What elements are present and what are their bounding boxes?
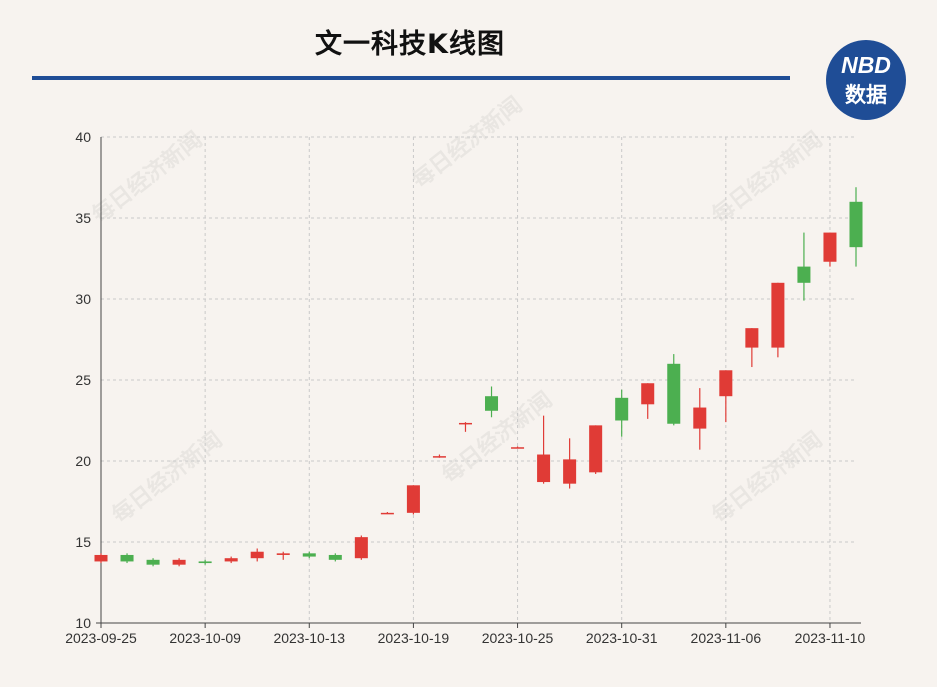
nbd-logo: NBD 数据 <box>826 40 906 120</box>
candle-body <box>641 383 655 405</box>
x-tick-label: 2023-10-19 <box>378 630 450 646</box>
candle-body <box>94 554 108 562</box>
logo-text-data: 数据 <box>845 83 887 107</box>
x-tick-label: 2023-11-06 <box>691 630 762 646</box>
candle-body <box>693 407 707 429</box>
candle-body <box>458 422 472 425</box>
candle-body <box>563 459 577 484</box>
x-tick-label: 2023-10-31 <box>586 630 658 646</box>
x-tick-label: 2023-10-25 <box>482 630 554 646</box>
candle-body <box>380 512 394 515</box>
candle-body <box>224 558 238 562</box>
y-tick-label: 10 <box>75 615 91 631</box>
candle-body <box>198 561 212 564</box>
x-tick-label: 2023-11-10 <box>795 630 866 646</box>
x-tick-label: 2023-10-09 <box>169 630 241 646</box>
candle-body <box>797 266 811 283</box>
candle-body <box>485 396 499 411</box>
candle-body <box>302 553 316 557</box>
candle-body <box>823 232 837 262</box>
candle-body <box>328 554 342 560</box>
candle-body <box>771 282 785 348</box>
logo-text-nbd: NBD <box>841 52 891 78</box>
y-tick-label: 40 <box>75 129 91 145</box>
x-tick-label: 2023-10-13 <box>273 630 345 646</box>
candle-body <box>432 456 446 458</box>
y-tick-label: 30 <box>75 291 91 307</box>
candle-body <box>276 553 290 555</box>
y-tick-label: 20 <box>75 453 91 469</box>
candle-body <box>146 559 160 565</box>
candle-body <box>615 397 629 421</box>
y-tick-label: 35 <box>75 210 91 226</box>
candle-body <box>589 425 603 473</box>
candle-body <box>172 559 186 565</box>
candle-body <box>667 363 681 424</box>
candle-body <box>849 201 863 248</box>
candle-body <box>511 447 525 449</box>
chart-title: 文一科技K线图 <box>315 29 505 60</box>
candle-body <box>354 537 368 559</box>
y-tick-label: 15 <box>75 534 91 550</box>
candle-body <box>537 454 551 483</box>
title-underline <box>32 76 790 80</box>
y-tick-label: 25 <box>75 372 91 388</box>
candle-body <box>719 370 733 397</box>
x-tick-label: 2023-09-25 <box>65 630 137 646</box>
candle-body <box>406 485 420 513</box>
candle-body <box>745 328 759 348</box>
candle-body <box>250 551 264 559</box>
candle-body <box>120 554 134 562</box>
